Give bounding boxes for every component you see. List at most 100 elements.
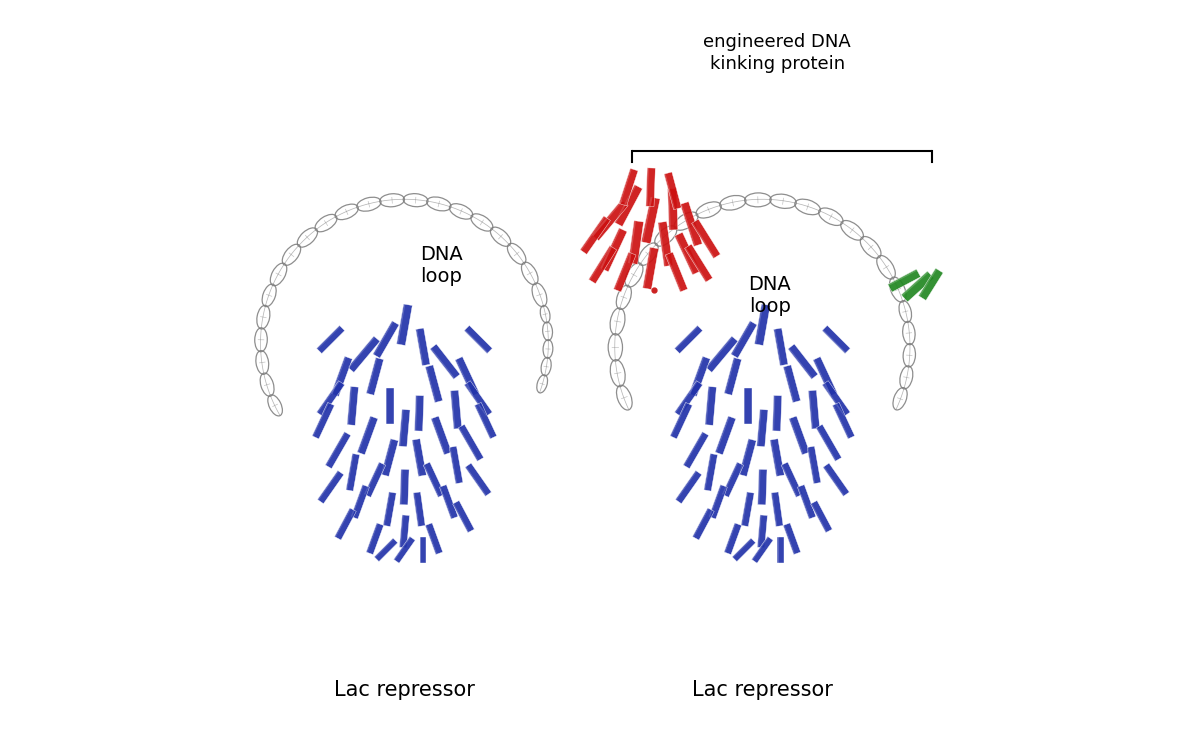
Polygon shape [374, 538, 397, 562]
Polygon shape [732, 538, 756, 562]
Polygon shape [373, 321, 394, 355]
Polygon shape [350, 485, 370, 519]
Polygon shape [691, 219, 720, 258]
Polygon shape [458, 424, 484, 461]
Polygon shape [665, 255, 682, 292]
Polygon shape [335, 508, 352, 537]
Polygon shape [450, 390, 462, 429]
Polygon shape [724, 357, 736, 393]
Polygon shape [773, 396, 775, 431]
Polygon shape [641, 197, 653, 242]
Polygon shape [431, 416, 451, 455]
Polygon shape [809, 390, 814, 429]
Polygon shape [643, 247, 659, 289]
Polygon shape [385, 388, 394, 424]
Polygon shape [420, 537, 421, 563]
Polygon shape [901, 271, 929, 296]
Polygon shape [823, 463, 850, 497]
Polygon shape [674, 381, 702, 416]
Polygon shape [797, 485, 816, 519]
Polygon shape [724, 523, 736, 553]
Polygon shape [317, 381, 344, 416]
Polygon shape [452, 500, 474, 533]
Polygon shape [692, 508, 714, 540]
Polygon shape [742, 492, 754, 527]
Polygon shape [474, 402, 497, 439]
Polygon shape [366, 357, 384, 396]
Polygon shape [425, 523, 443, 554]
Polygon shape [709, 485, 722, 517]
Polygon shape [374, 538, 394, 558]
Polygon shape [744, 388, 745, 424]
Polygon shape [458, 427, 479, 461]
Polygon shape [755, 304, 763, 344]
Polygon shape [335, 508, 356, 540]
Polygon shape [455, 359, 473, 396]
Polygon shape [822, 330, 846, 354]
Polygon shape [400, 515, 403, 548]
Polygon shape [424, 462, 445, 497]
Polygon shape [823, 466, 845, 497]
Polygon shape [325, 432, 346, 466]
Polygon shape [704, 387, 710, 425]
Polygon shape [455, 356, 479, 396]
Polygon shape [676, 470, 702, 504]
Polygon shape [641, 197, 660, 244]
Polygon shape [383, 492, 396, 527]
Polygon shape [683, 432, 703, 466]
Polygon shape [822, 381, 850, 416]
Text: engineered DNA
kinking protein: engineered DNA kinking protein [703, 33, 851, 73]
Polygon shape [812, 359, 832, 396]
Polygon shape [808, 446, 821, 483]
Polygon shape [366, 357, 377, 393]
Polygon shape [781, 465, 797, 497]
Polygon shape [704, 387, 716, 425]
Polygon shape [415, 329, 424, 366]
Polygon shape [613, 252, 636, 292]
Polygon shape [614, 184, 642, 227]
Polygon shape [667, 189, 671, 230]
Polygon shape [439, 486, 452, 519]
Polygon shape [466, 463, 492, 497]
Polygon shape [731, 321, 751, 355]
Polygon shape [413, 492, 425, 526]
Polygon shape [812, 356, 838, 396]
Text: DNA
loop: DNA loop [749, 275, 791, 316]
Polygon shape [366, 523, 384, 554]
Polygon shape [350, 485, 364, 517]
Polygon shape [665, 252, 688, 292]
Polygon shape [772, 492, 784, 526]
Polygon shape [722, 462, 744, 497]
Polygon shape [751, 537, 769, 560]
Polygon shape [318, 470, 338, 500]
Polygon shape [674, 235, 694, 275]
Polygon shape [318, 470, 344, 504]
Polygon shape [715, 416, 736, 455]
Polygon shape [474, 405, 492, 439]
Polygon shape [383, 492, 390, 525]
Polygon shape [888, 269, 917, 286]
Polygon shape [412, 438, 426, 477]
Polygon shape [667, 188, 678, 230]
Polygon shape [689, 356, 710, 396]
Polygon shape [784, 365, 800, 403]
Polygon shape [670, 402, 686, 436]
Polygon shape [346, 454, 360, 491]
Polygon shape [731, 321, 757, 358]
Polygon shape [358, 416, 378, 455]
Polygon shape [757, 515, 768, 548]
Polygon shape [366, 523, 378, 553]
Polygon shape [414, 396, 424, 431]
Polygon shape [449, 446, 463, 483]
Polygon shape [674, 381, 697, 413]
Polygon shape [646, 168, 649, 206]
Polygon shape [628, 221, 643, 264]
Polygon shape [691, 223, 715, 258]
Polygon shape [778, 537, 779, 563]
Polygon shape [412, 440, 420, 477]
Polygon shape [689, 356, 704, 394]
Polygon shape [888, 269, 920, 292]
Polygon shape [464, 384, 487, 416]
Text: Lac repressor: Lac repressor [692, 680, 833, 700]
Polygon shape [684, 247, 707, 282]
